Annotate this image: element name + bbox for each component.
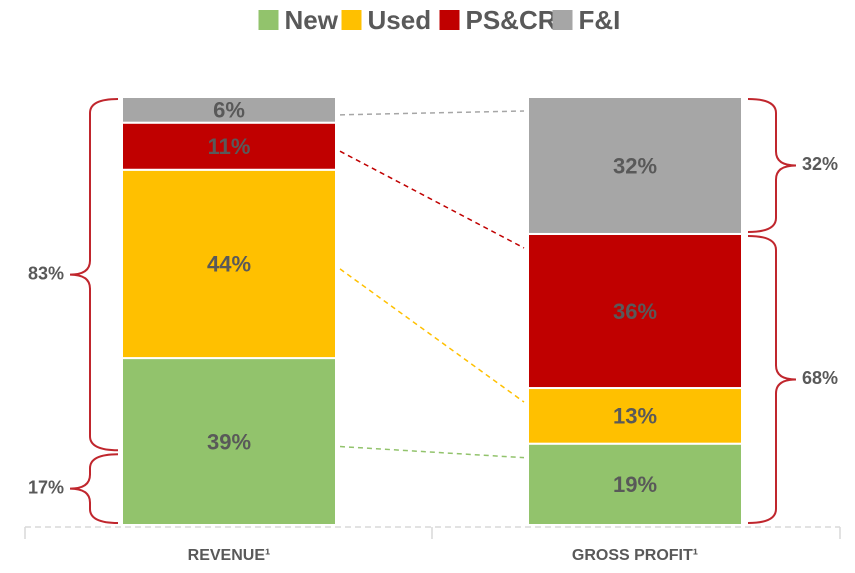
connector bbox=[339, 268, 525, 403]
brace bbox=[747, 234, 797, 524]
brace-label: 68% bbox=[802, 368, 838, 388]
data-label: 36% bbox=[613, 299, 657, 324]
legend-label: Used bbox=[368, 5, 432, 35]
brace bbox=[69, 453, 119, 524]
legend-label: PS&CR bbox=[466, 5, 557, 35]
data-label: 32% bbox=[613, 153, 657, 178]
bar-segment bbox=[121, 168, 337, 360]
data-label: 11% bbox=[208, 134, 251, 159]
legend-label: New bbox=[285, 5, 339, 35]
legend-swatch bbox=[258, 10, 279, 30]
data-label: 44% bbox=[207, 252, 251, 277]
connector bbox=[339, 110, 525, 116]
bar-segment bbox=[121, 121, 337, 171]
legend-swatch bbox=[552, 10, 573, 30]
bar-segment bbox=[121, 96, 337, 124]
bar-segment bbox=[121, 357, 337, 526]
data-label: 19% bbox=[613, 472, 657, 497]
data-label: 6% bbox=[213, 98, 245, 123]
data-label: 13% bbox=[613, 404, 657, 429]
x-tick-label: GROSS PROFIT¹ bbox=[572, 547, 698, 564]
connector bbox=[339, 150, 525, 249]
legend-swatch bbox=[341, 10, 362, 30]
legend-label: F&I bbox=[579, 5, 621, 35]
brace-label: 17% bbox=[28, 477, 64, 497]
connector bbox=[339, 445, 525, 459]
brace-label: 83% bbox=[28, 263, 64, 283]
brace-label: 32% bbox=[802, 154, 838, 174]
brace bbox=[747, 98, 797, 233]
bar-segment bbox=[527, 96, 743, 235]
legend-swatch bbox=[439, 10, 460, 30]
data-label: 39% bbox=[207, 429, 251, 454]
bar-segment bbox=[527, 232, 743, 390]
x-tick-label: REVENUE¹ bbox=[188, 547, 271, 564]
brace bbox=[69, 98, 119, 452]
